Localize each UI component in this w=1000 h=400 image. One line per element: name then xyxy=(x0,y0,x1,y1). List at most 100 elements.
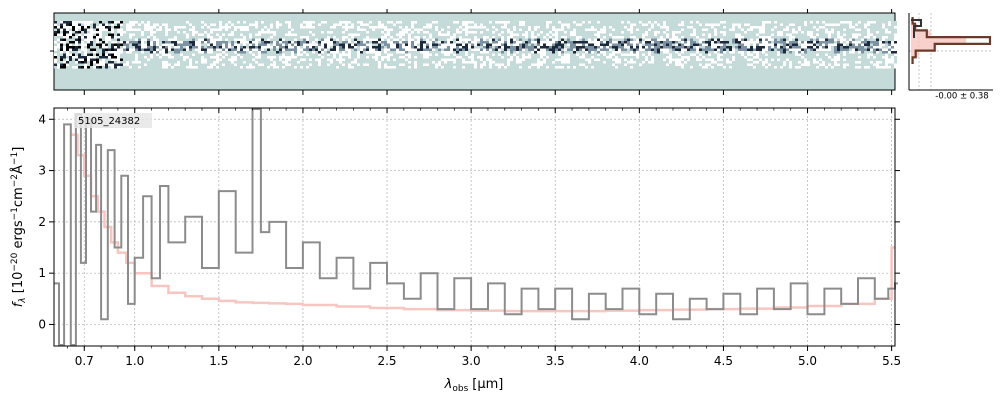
spectrum-2d-cell xyxy=(198,36,201,39)
spectrum-2d-cell xyxy=(600,63,603,66)
spectrum-2d-cell xyxy=(78,33,81,36)
spectrum-2d-cell xyxy=(834,51,837,54)
spectrum-2d-cell xyxy=(630,51,633,54)
spectrum-2d-cell xyxy=(306,23,309,26)
spectrum-2d-cell xyxy=(72,56,75,59)
spectrum-2d-cell xyxy=(414,46,417,49)
spectrum-2d-cell xyxy=(126,51,129,54)
spectrum-2d-cell xyxy=(498,21,501,24)
spectrum-2d-cell xyxy=(654,31,657,34)
spectrum-2d-cell xyxy=(801,33,804,36)
spectrum-2d-cell xyxy=(396,61,399,64)
spectrum-2d-cell xyxy=(285,41,288,44)
spectrum-2d-cell xyxy=(282,63,285,66)
spectrum-2d-cell xyxy=(747,61,750,64)
spectrum-2d-cell xyxy=(375,31,378,34)
spectrum-2d-cell xyxy=(678,26,681,29)
spectrum-2d-cell xyxy=(291,23,294,26)
spectrum-2d-cell xyxy=(651,21,654,24)
spectrum-2d-cell xyxy=(558,56,561,59)
spectrum-2d-cell xyxy=(228,63,231,66)
spectrum-2d-cell xyxy=(732,41,735,44)
spectrum-2d-cell xyxy=(225,56,228,59)
spectrum-2d-cell xyxy=(456,26,459,29)
spectrum-2d-cell xyxy=(750,28,753,31)
spectrum-2d-cell xyxy=(294,66,297,69)
spectrum-2d-cell xyxy=(624,53,627,56)
spectrum-2d-cell xyxy=(267,48,270,51)
spectrum-2d-cell xyxy=(297,36,300,39)
spectrum-2d-cell xyxy=(669,51,672,54)
spectrum-2d-cell xyxy=(543,41,546,44)
spectrum-2d-cell xyxy=(237,48,240,51)
spectrum-2d-cell xyxy=(171,48,174,51)
spectrum-2d-cell xyxy=(192,51,195,54)
spectrum-2d-cell xyxy=(573,63,576,66)
spectrum-2d-cell xyxy=(768,53,771,56)
spectrum-2d-cell xyxy=(339,56,342,59)
spectrum-2d-cell xyxy=(822,38,825,41)
spectrum-2d-cell xyxy=(129,66,132,69)
spectrum-2d-cell xyxy=(81,61,84,64)
spectrum-2d-cell xyxy=(591,48,594,51)
spectrum-2d-cell xyxy=(438,61,441,64)
spectrum-2d-cell xyxy=(510,58,513,61)
spectrum-2d-cell xyxy=(741,66,744,69)
spectrum-2d-cell xyxy=(732,48,735,51)
spectrum-2d-cell xyxy=(735,66,738,69)
spectrum-2d-cell xyxy=(408,56,411,59)
spectrum-2d-cell xyxy=(198,51,201,54)
spectrum-2d-cell xyxy=(813,28,816,31)
spectrum-2d-cell xyxy=(195,46,198,49)
spectrum-2d-cell xyxy=(180,53,183,56)
spectrum-2d-cell xyxy=(792,26,795,29)
spectrum-2d-cell xyxy=(174,46,177,49)
spectrum-2d-cell xyxy=(396,63,399,66)
spectrum-2d-cell xyxy=(369,53,372,56)
spectrum-2d-cell xyxy=(741,23,744,26)
spectrum-2d-cell xyxy=(711,53,714,56)
spectrum-2d-cell xyxy=(441,43,444,46)
spectrum-2d-cell xyxy=(576,31,579,34)
spectrum-2d-cell xyxy=(147,33,150,36)
spectrum-2d-cell xyxy=(216,41,219,44)
spectrum-2d-cell xyxy=(828,46,831,49)
spectrum-2d-cell xyxy=(753,56,756,59)
spectrum-2d-cell xyxy=(207,41,210,44)
spectrum-2d-cell xyxy=(717,66,720,69)
spectrum-2d-cell xyxy=(378,43,381,46)
spectrum-2d-cell xyxy=(480,26,483,29)
spectrum-2d-cell xyxy=(231,41,234,44)
spectrum-2d-cell xyxy=(444,36,447,39)
spectrum-2d-cell xyxy=(351,41,354,44)
spectrum-2d-cell xyxy=(636,31,639,34)
spectrum-2d-cell xyxy=(384,31,387,34)
spectrum-2d-cell xyxy=(690,31,693,34)
spectrum-2d-cell xyxy=(786,51,789,54)
spectrum-2d-cell xyxy=(627,31,630,34)
spectrum-2d-cell xyxy=(399,66,402,69)
spectrum-2d-cell xyxy=(273,33,276,36)
spectrum-2d-cell xyxy=(669,26,672,29)
spectrum-2d-cell xyxy=(54,43,57,46)
spectrum-2d-cell xyxy=(657,28,660,31)
spectrum-2d-cell xyxy=(585,56,588,59)
spectrum-2d-cell xyxy=(186,56,189,59)
spectrum-2d-cell xyxy=(285,36,288,39)
spectrum-2d-cell xyxy=(738,38,741,41)
spectrum-2d-cell xyxy=(195,28,198,31)
spectrum-2d-cell xyxy=(252,36,255,39)
spectrum-2d-cell xyxy=(336,23,339,26)
spectrum-2d-cell xyxy=(540,58,543,61)
spectrum-2d-cell xyxy=(732,51,735,54)
spectrum-2d-cell xyxy=(699,21,702,24)
spectrum-2d-cell xyxy=(441,66,444,69)
spectrum-2d-cell xyxy=(828,36,831,39)
spectrum-2d-cell xyxy=(669,38,672,41)
spectrum-2d-cell xyxy=(120,48,123,51)
spectrum-2d-cell xyxy=(576,48,579,51)
spectrum-2d-cell xyxy=(336,26,339,29)
spectrum-2d-cell xyxy=(138,61,141,64)
spectrum-2d-cell xyxy=(528,33,531,36)
spectrum-2d-cell xyxy=(333,51,336,54)
